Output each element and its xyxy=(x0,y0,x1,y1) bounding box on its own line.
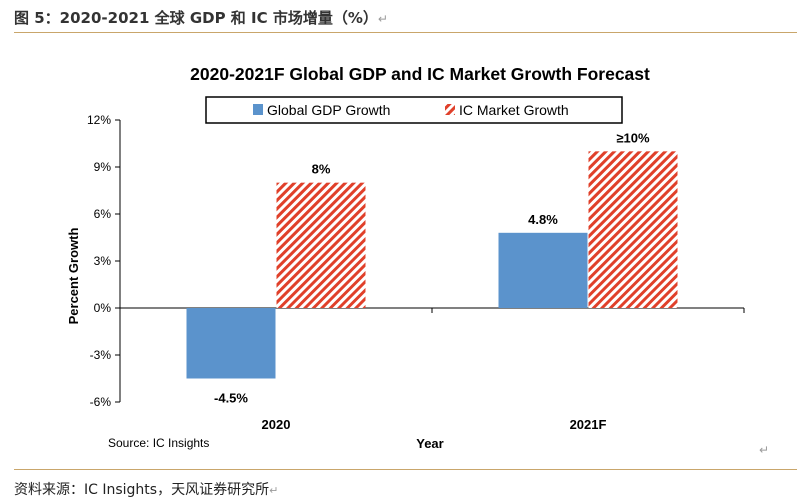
bar-ic-2020 xyxy=(276,182,366,308)
data-label: 8% xyxy=(312,162,331,177)
x-tick-label: 2020 xyxy=(262,417,291,432)
source-rule xyxy=(14,469,797,470)
source-note-text: 资料来源：IC Insights，天风证券研究所 xyxy=(14,482,270,498)
legend-label-ic: IC Market Growth xyxy=(459,102,569,118)
y-tick-label: 9% xyxy=(94,160,112,174)
y-tick-label: 0% xyxy=(94,301,112,315)
bars xyxy=(186,151,678,379)
figure-caption: 图 5：2020-2021 全球 GDP 和 IC 市场增量（%）↵ xyxy=(14,7,388,28)
data-label: 4.8% xyxy=(528,212,558,227)
x-axis-label: Year xyxy=(416,436,443,451)
y-tick-label: -6% xyxy=(90,395,112,409)
legend: Global GDP Growth IC Market Growth xyxy=(205,96,623,124)
legend-label-gdp: Global GDP Growth xyxy=(267,102,390,118)
caption-rule xyxy=(14,32,797,33)
legend-box xyxy=(205,96,623,124)
chart-title: 2020-2021F Global GDP and IC Market Grow… xyxy=(190,64,650,84)
legend-swatch-gdp xyxy=(253,104,263,115)
bar-labels: -4.5% 4.8% 8% ≥10% xyxy=(214,130,650,405)
y-tick-label: -3% xyxy=(90,348,112,362)
legend-swatch-ic xyxy=(445,104,455,115)
return-mark-icon: ↵ xyxy=(377,12,388,26)
y-axis-ticks: 12% 9% 6% 3% 0% -3% -6% xyxy=(87,113,121,409)
return-mark-icon: ↵ xyxy=(759,443,770,457)
y-tick-label: 12% xyxy=(87,113,111,127)
source-note: 资料来源：IC Insights，天风证券研究所↵ xyxy=(14,479,278,499)
data-label: ≥10% xyxy=(616,130,650,145)
bar-gdp-2020 xyxy=(186,308,276,379)
x-tick-label: 2021F xyxy=(570,417,607,432)
y-axis-label: Percent Growth xyxy=(66,228,81,325)
chart-source: Source: IC Insights xyxy=(108,436,209,450)
return-mark-icon: ↵ xyxy=(269,484,279,497)
figure-caption-text: 图 5：2020-2021 全球 GDP 和 IC 市场增量（%） xyxy=(14,9,378,27)
bar-ic-2021F xyxy=(588,151,678,308)
y-tick-label: 6% xyxy=(94,207,112,221)
data-label: -4.5% xyxy=(214,391,248,406)
y-tick-label: 3% xyxy=(94,254,112,268)
bar-gdp-2021F xyxy=(498,232,588,308)
